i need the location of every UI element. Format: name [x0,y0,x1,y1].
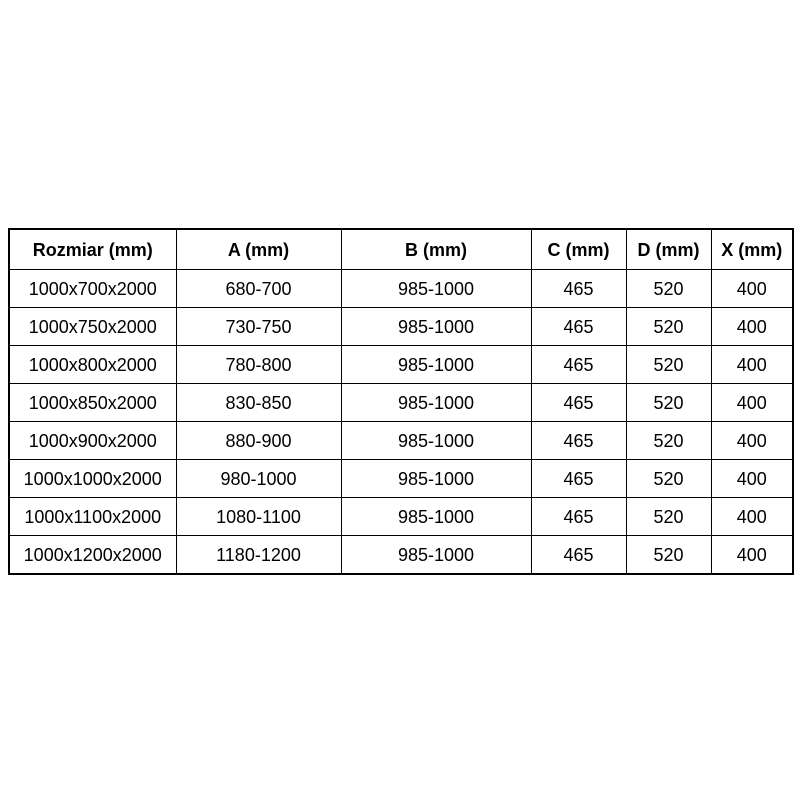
table-body: 1000x700x2000 680-700 985-1000 465 520 400 100… [8,269,794,575]
header-cell: B (mm) [340,228,532,270]
table-row: 1000x1000x2000 980-1000 985-1000 465 520 400 [8,459,794,498]
size-specification-table: Rozmiar (mm) A (mm) B (mm) C (mm) D (mm) X (m… [8,228,794,575]
table-row: 1000x800x2000 780-800 985-1000 465 520 400 [8,345,794,384]
table-cell: 1000x1100x2000 [8,497,177,536]
table-cell: 985-1000 [340,459,532,498]
table-cell: 400 [710,345,794,384]
table-cell: 680-700 [175,269,342,308]
table-cell: 400 [710,459,794,498]
header-cell: X (mm) [710,228,794,270]
table-cell: 1180-1200 [175,535,342,575]
table-cell: 1000x900x2000 [8,421,177,460]
table-cell: 520 [625,421,712,460]
table-cell: 400 [710,269,794,308]
table-cell: 465 [530,345,627,384]
table-cell: 465 [530,459,627,498]
table-cell: 1000x800x2000 [8,345,177,384]
table-cell: 985-1000 [340,383,532,422]
table-cell: 520 [625,497,712,536]
table-cell: 520 [625,345,712,384]
table-cell: 830-850 [175,383,342,422]
header-cell: C (mm) [530,228,627,270]
table-cell: 400 [710,307,794,346]
table-cell: 780-800 [175,345,342,384]
table-cell: 1000x700x2000 [8,269,177,308]
table-row: 1000x900x2000 880-900 985-1000 465 520 400 [8,421,794,460]
table-cell: 985-1000 [340,497,532,536]
table-cell: 980-1000 [175,459,342,498]
table-cell: 520 [625,269,712,308]
table-cell: 1000x1200x2000 [8,535,177,575]
table-cell: 985-1000 [340,345,532,384]
table-cell: 465 [530,535,627,575]
table-row: 1000x750x2000 730-750 985-1000 465 520 400 [8,307,794,346]
table-cell: 730-750 [175,307,342,346]
table-row: 1000x850x2000 830-850 985-1000 465 520 400 [8,383,794,422]
table-row: 1000x1100x2000 1080-1100 985-1000 465 520 400 [8,497,794,536]
table-cell: 1000x750x2000 [8,307,177,346]
table-cell: 520 [625,307,712,346]
table-cell: 400 [710,535,794,575]
table-cell: 985-1000 [340,421,532,460]
table-cell: 520 [625,459,712,498]
table-cell: 465 [530,269,627,308]
table-cell: 880-900 [175,421,342,460]
table-cell: 1000x850x2000 [8,383,177,422]
table-cell: 520 [625,535,712,575]
table-row: 1000x1200x2000 1180-1200 985-1000 465 520 400 [8,535,794,575]
table-row: 1000x700x2000 680-700 985-1000 465 520 400 [8,269,794,308]
table-cell: 985-1000 [340,535,532,575]
table-cell: 1000x1000x2000 [8,459,177,498]
table-cell: 985-1000 [340,307,532,346]
table-cell: 465 [530,497,627,536]
header-cell: Rozmiar (mm) [8,228,177,270]
header-cell: A (mm) [175,228,342,270]
table-cell: 465 [530,383,627,422]
table-cell: 465 [530,421,627,460]
table-cell: 400 [710,421,794,460]
header-row: Rozmiar (mm) A (mm) B (mm) C (mm) D (mm) X (m… [8,228,794,270]
table-cell: 1080-1100 [175,497,342,536]
table-cell: 465 [530,307,627,346]
table-cell: 400 [710,383,794,422]
table-cell: 520 [625,383,712,422]
table-cell: 400 [710,497,794,536]
table-cell: 985-1000 [340,269,532,308]
header-cell: D (mm) [625,228,712,270]
